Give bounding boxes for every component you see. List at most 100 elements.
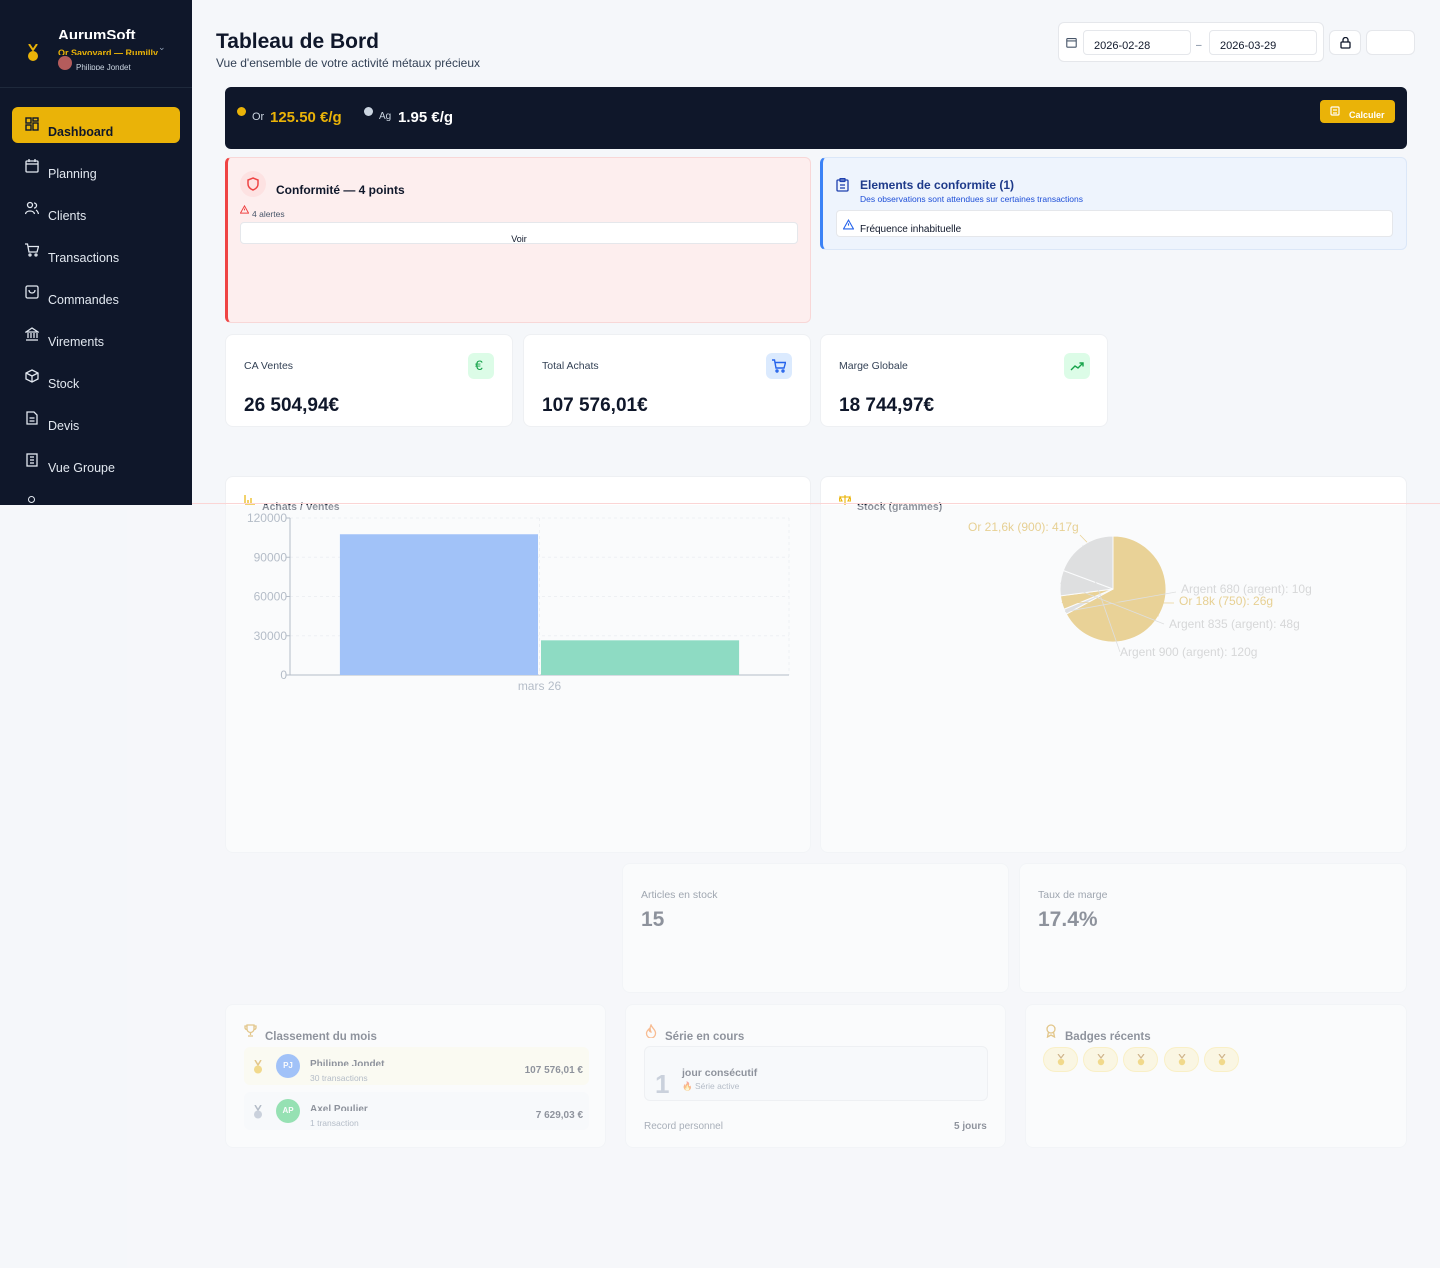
sidebar-item-dashboard[interactable]: Dashboard — [12, 107, 180, 143]
stat-card-achats — [523, 334, 811, 427]
ranking-sub: 1 transaction — [310, 1118, 359, 1128]
sidebar-item-label: Clients — [48, 209, 87, 223]
pie-label: Or 18k (750): 26g — [1179, 594, 1273, 608]
badge-medal-icon[interactable] — [1204, 1047, 1239, 1072]
sidebar-item-vue-groupe[interactable]: Vue Groupe — [12, 443, 180, 479]
streak-number: 1 — [655, 1069, 670, 1099]
ranking-name: Axel Poulier — [310, 1104, 368, 1111]
shield-icon — [247, 177, 259, 191]
sidebar-item-label: Stock — [48, 377, 80, 391]
y-tick-label: 30000 — [254, 629, 288, 643]
brand-name: AurumSoft — [58, 27, 136, 39]
silver-price: 1.95 €/g — [398, 109, 454, 126]
bag-icon — [25, 285, 39, 299]
gold-dot-icon — [237, 107, 246, 116]
sidebar-item-partial[interactable] — [28, 496, 35, 503]
streak-label: jour consécutif — [682, 1067, 758, 1079]
badge-medal-icon[interactable] — [1043, 1047, 1078, 1072]
sidebar-item-label: Virements — [48, 335, 105, 349]
stat-value: 15 — [641, 908, 665, 931]
flame-icon — [645, 1024, 657, 1038]
stat-label: Marge Globale — [839, 360, 908, 372]
avatar: AP — [276, 1099, 300, 1123]
page-title: Tableau de Bord — [216, 30, 379, 53]
chevron-down-icon[interactable]: ⌄ — [158, 42, 166, 52]
sidebar-item-label: Vue Groupe — [48, 461, 115, 475]
sidebar-item-virements[interactable]: Virements — [12, 317, 180, 353]
record-value: 5 jours — [954, 1121, 987, 1132]
sidebar-item-transactions[interactable]: Transactions — [12, 233, 180, 269]
metal-price-bar — [225, 87, 1407, 149]
lock-icon — [1340, 37, 1351, 49]
sidebar-item-clients[interactable]: Clients — [12, 191, 180, 227]
sidebar-item-commandes[interactable]: Commandes — [12, 275, 180, 311]
sidebar-item-planning[interactable]: Planning — [12, 149, 180, 185]
stat-label: CA Ventes — [244, 360, 294, 372]
streak-title: Série en cours — [665, 1031, 745, 1043]
shield-icon-wrap — [240, 171, 266, 197]
sidebar-item-stock[interactable]: Stock — [12, 359, 180, 395]
date-to-input[interactable]: 2026-03-29 — [1209, 30, 1317, 55]
calendar-icon — [1066, 38, 1077, 48]
pie-label: Argent 900 (argent): 120g — [1120, 645, 1257, 659]
calculator-icon — [1330, 106, 1340, 116]
ranking-sub: 30 transactions — [310, 1073, 368, 1083]
cart-icon — [25, 243, 39, 257]
stat-label: Taux de marge — [1038, 889, 1108, 901]
medal-icon — [28, 44, 38, 61]
gold-label: Or — [252, 111, 265, 123]
avatar: PJ — [276, 1054, 300, 1078]
badge-medal-icon[interactable] — [1083, 1047, 1118, 1072]
y-tick-label: 90000 — [254, 550, 288, 564]
bar — [339, 534, 538, 675]
sidebar-item-label: Transactions — [48, 251, 120, 265]
stat-label: Articles en stock — [641, 889, 718, 901]
document-icon — [26, 411, 38, 425]
badges-card — [1025, 1004, 1407, 1148]
warning-icon — [843, 219, 854, 230]
extra-button[interactable] — [1366, 30, 1415, 55]
view-alerts-button[interactable]: Voir — [240, 222, 798, 244]
trending-up-icon — [1064, 353, 1090, 379]
ranking-row[interactable]: PJ Philippe Jondet 30 transactions 107 5… — [244, 1047, 589, 1085]
streak-box: 1 jour consécutif 🔥 Série active — [644, 1046, 988, 1101]
bar — [541, 640, 740, 675]
stat-value: 107 576,01€ — [542, 395, 648, 416]
clipboard-icon — [836, 178, 849, 192]
award-icon — [1046, 1024, 1056, 1038]
sidebar-item-label: Planning — [48, 167, 97, 181]
date-from-input[interactable]: 2026-02-28 — [1083, 30, 1191, 55]
compliance-item[interactable]: Fréquence inhabituelle — [836, 210, 1393, 237]
bank-icon — [25, 327, 39, 341]
brand-header[interactable]: AurumSoft Or Savoyard — Rumilly ⌄ Philip… — [0, 0, 192, 88]
page-subtitle: Vue d'ensemble de votre activité métaux … — [216, 56, 480, 70]
stat-value: 17.4% — [1038, 908, 1098, 931]
calendar-icon — [25, 159, 39, 173]
badges-title: Badges récents — [1065, 1031, 1151, 1043]
y-tick-label: 60000 — [254, 590, 288, 604]
streak-status: 🔥 Série active — [682, 1081, 740, 1091]
record-label: Record personnel — [644, 1121, 723, 1132]
stat-card-ventes — [225, 334, 513, 427]
shop-name: Or Savoyard — Rumilly — [58, 48, 159, 55]
ranking-amount: 7 629,03 € — [535, 1110, 583, 1121]
box-icon — [25, 369, 39, 383]
euro-icon: € — [468, 353, 494, 379]
stock-articles-card — [622, 863, 1009, 993]
bar-chart: 0 30000 60000 90000 120000 mars 26 — [247, 511, 790, 693]
silver-dot-icon — [364, 107, 373, 116]
pie-label: Argent 835 (argent): 48g — [1169, 617, 1300, 631]
lock-button[interactable] — [1329, 30, 1361, 55]
sidebar-item-devis[interactable]: Devis — [12, 401, 180, 437]
users-icon — [25, 201, 39, 215]
badge-medal-icon[interactable] — [1123, 1047, 1158, 1072]
ranking-row[interactable]: AP Axel Poulier 1 transaction 7 629,03 € — [244, 1092, 589, 1130]
badge-medal-icon[interactable] — [1164, 1047, 1199, 1072]
x-tick-label: mars 26 — [518, 679, 562, 693]
gold-medal-icon — [252, 1059, 264, 1074]
date-separator: – — [1196, 40, 1202, 51]
alert-title: Conformité — 4 points — [276, 183, 405, 197]
compliance-title: Elements de conformite (1) — [860, 178, 1015, 192]
calculate-button[interactable]: Calculer — [1320, 100, 1395, 123]
